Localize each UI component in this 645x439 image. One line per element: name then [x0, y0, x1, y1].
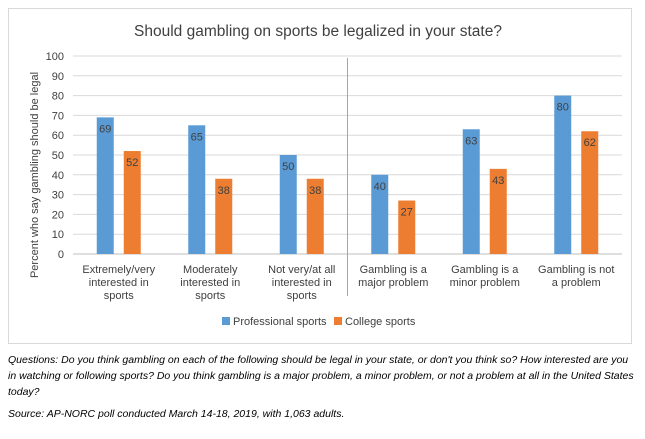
- y-tick-label: 40: [52, 170, 64, 182]
- legend-swatch: [222, 317, 230, 325]
- x-tick-label: Gambling is a: [451, 264, 519, 276]
- x-tick-label: Gambling is a: [360, 264, 428, 276]
- chart-notes: Questions: Do you think gambling on each…: [8, 352, 638, 422]
- legend-label: College sports: [345, 316, 416, 328]
- bar-professional: [279, 155, 297, 254]
- x-tick-label: Moderately: [183, 264, 238, 276]
- x-tick-label: sports: [104, 290, 134, 302]
- data-label: 69: [99, 123, 111, 135]
- bar-college: [306, 178, 324, 254]
- y-tick-label: 20: [52, 209, 64, 221]
- bar-chart: Should gambling on sports be legalized i…: [29, 23, 622, 328]
- bar-professional: [96, 117, 114, 254]
- questions-note: Questions: Do you think gambling on each…: [8, 354, 634, 398]
- data-label: 38: [309, 185, 321, 197]
- bar-professional: [462, 129, 480, 254]
- x-tick-label: minor problem: [450, 277, 520, 289]
- y-tick-label: 80: [52, 91, 64, 103]
- x-tick-label: sports: [287, 290, 317, 302]
- y-tick-label: 50: [52, 150, 64, 162]
- x-tick-label: sports: [195, 290, 225, 302]
- data-label: 52: [126, 157, 138, 169]
- x-tick-label: Not very/at all: [268, 264, 335, 276]
- source-note: Source: AP-NORC poll conducted March 14-…: [8, 408, 345, 420]
- bar-college: [398, 200, 416, 254]
- data-label: 65: [191, 131, 203, 143]
- data-label: 40: [374, 181, 386, 193]
- x-tick-label: interested in: [272, 277, 332, 289]
- data-label: 50: [282, 161, 294, 173]
- data-label: 63: [465, 135, 477, 147]
- x-tick-label: interested in: [180, 277, 240, 289]
- y-axis-label: Percent who say gambling should be legal: [29, 72, 41, 278]
- bar-college: [123, 151, 141, 254]
- data-label: 43: [492, 175, 504, 187]
- chart-title: Should gambling on sports be legalized i…: [134, 23, 502, 40]
- bar-professional: [188, 125, 206, 254]
- data-label: 27: [401, 207, 413, 219]
- data-label: 62: [584, 137, 596, 149]
- data-label: 80: [557, 102, 569, 114]
- y-tick-label: 10: [52, 229, 64, 241]
- y-tick-label: 0: [58, 249, 64, 261]
- x-tick-label: Extremely/very: [82, 264, 155, 276]
- legend-label: Professional sports: [233, 316, 327, 328]
- bar-college: [581, 131, 599, 254]
- y-tick-label: 100: [46, 51, 64, 63]
- bar-college: [215, 178, 233, 254]
- y-tick-label: 70: [52, 110, 64, 122]
- x-tick-label: major problem: [358, 277, 428, 289]
- bar-college: [489, 168, 507, 254]
- x-tick-label: interested in: [89, 277, 149, 289]
- data-label: 38: [218, 185, 230, 197]
- legend-swatch: [334, 317, 342, 325]
- y-tick-label: 30: [52, 190, 64, 202]
- y-tick-label: 90: [52, 71, 64, 83]
- x-tick-label: a problem: [552, 277, 601, 289]
- bar-professional: [371, 174, 389, 254]
- bar-professional: [554, 95, 572, 254]
- x-tick-label: Gambling is not: [538, 264, 614, 276]
- y-tick-label: 60: [52, 130, 64, 142]
